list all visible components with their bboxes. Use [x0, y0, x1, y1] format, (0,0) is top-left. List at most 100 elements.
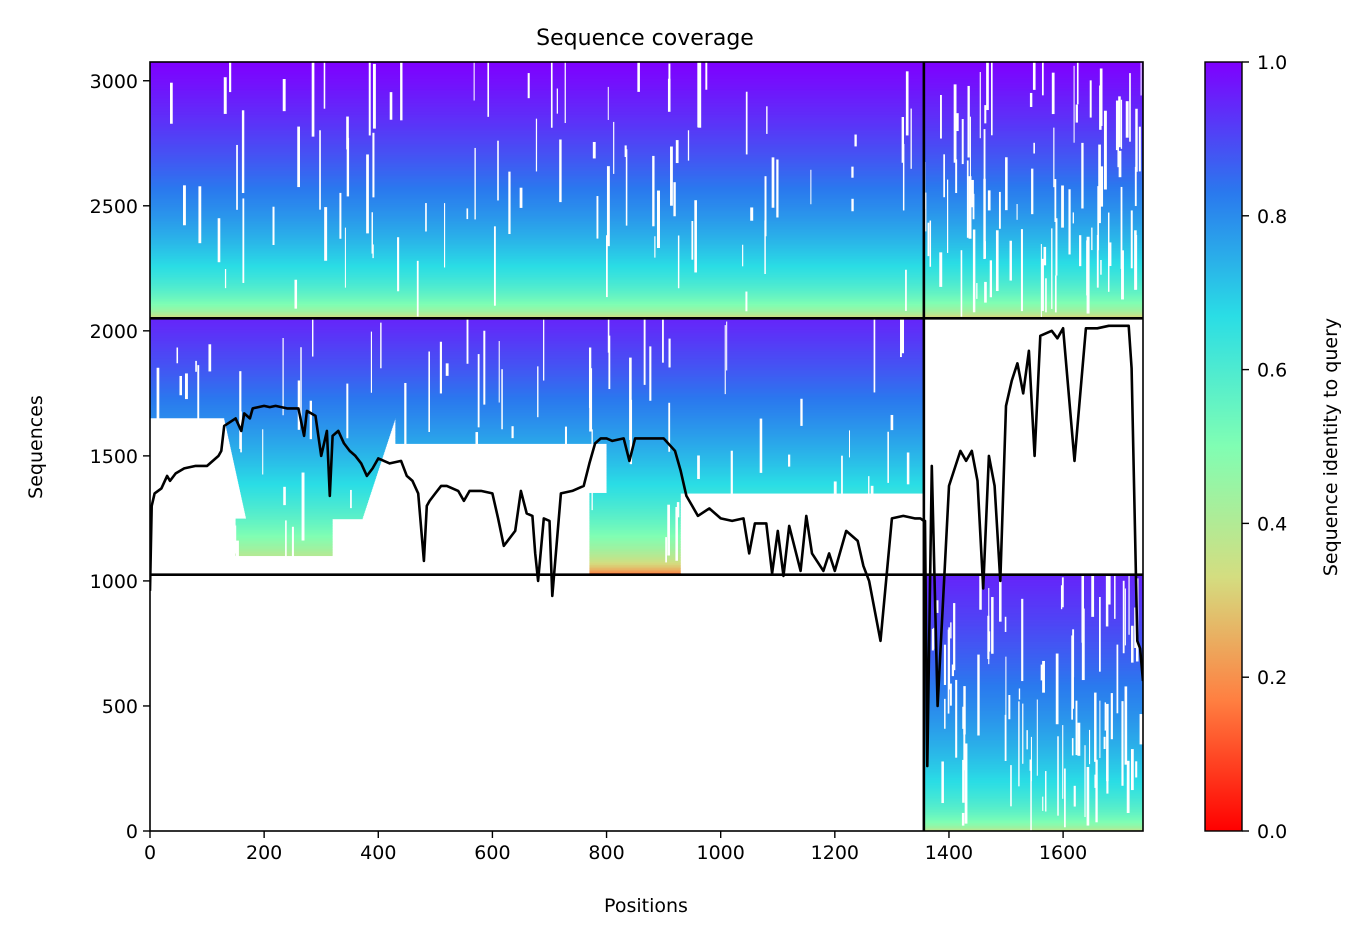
heatmap-row — [923, 742, 1143, 746]
gap-streak — [1089, 80, 1092, 118]
heatmap-row — [923, 294, 1143, 297]
x-axis-label: Positions — [604, 895, 688, 917]
heatmap-row — [235, 545, 333, 549]
gap-streak — [999, 574, 1002, 622]
heatmap-row — [150, 252, 924, 255]
heatmap-row — [150, 337, 924, 340]
heatmap-row — [923, 779, 1143, 782]
gap-streak — [559, 139, 562, 203]
heatmap-row — [234, 465, 380, 468]
heatmap-row — [923, 243, 1143, 246]
gap-streak — [176, 347, 179, 364]
heatmap-row — [923, 826, 1143, 829]
heatmap-row — [150, 196, 924, 199]
heatmap-row — [606, 488, 924, 491]
heatmap-row — [923, 657, 1143, 661]
gap-streak — [1018, 688, 1021, 700]
heatmap-row — [150, 331, 924, 334]
gap-streak — [1043, 246, 1047, 266]
gap-streak — [170, 82, 173, 124]
heatmap-row — [923, 223, 1143, 227]
heatmap-row — [923, 768, 1143, 771]
gap-streak — [987, 190, 991, 211]
heatmap-row — [923, 238, 1143, 241]
heatmap-row — [150, 416, 924, 419]
gap-streak — [372, 63, 376, 129]
gap-streak — [501, 369, 503, 430]
gap-streak — [687, 130, 690, 161]
heatmap-row — [923, 140, 1143, 143]
heatmap-row — [150, 87, 924, 90]
heatmap-row — [589, 523, 681, 526]
gap-streak — [943, 644, 947, 685]
gap-streak — [239, 371, 242, 449]
gap-streak — [955, 679, 958, 758]
heatmap-row — [150, 190, 924, 193]
heatmap-row — [923, 717, 1143, 720]
heatmap-row — [923, 190, 1143, 193]
heatmap-row — [150, 89, 924, 92]
heatmap-row — [150, 247, 924, 251]
gap-streak — [262, 429, 264, 475]
heatmap-row — [150, 393, 924, 396]
heatmap-row — [923, 212, 1143, 215]
gap-streak — [870, 485, 874, 499]
gap-streak — [1134, 230, 1137, 290]
gap-streak — [467, 491, 470, 532]
heatmap-row — [923, 108, 1143, 111]
heatmap-row — [923, 577, 1143, 581]
heatmap-row — [589, 545, 681, 549]
heatmap-row — [150, 235, 924, 238]
heatmap-row — [150, 339, 924, 342]
gap-streak — [1005, 656, 1007, 720]
gap-streak — [691, 221, 694, 260]
heatmap-row — [606, 448, 924, 451]
heatmap-row — [150, 207, 924, 210]
gap-streak — [589, 368, 593, 432]
heatmap-row — [923, 174, 1143, 177]
heatmap-row — [150, 287, 924, 291]
gap-streak — [984, 105, 987, 124]
heatmap-row — [606, 457, 924, 460]
heatmap-row — [150, 188, 924, 191]
heatmap-row — [150, 236, 924, 239]
heatmap-row — [150, 371, 924, 374]
gap-streak — [1126, 760, 1130, 813]
heatmap-row — [923, 177, 1143, 180]
heatmap-row — [237, 478, 376, 481]
heatmap-row — [923, 734, 1143, 738]
heatmap-row — [230, 444, 387, 448]
colorbar-tick-label: 0.6 — [1257, 360, 1287, 382]
gap-streak — [649, 346, 652, 401]
heatmap-row — [923, 678, 1143, 682]
gap-streak — [297, 126, 300, 188]
gap-streak — [950, 622, 952, 639]
gap-streak — [294, 279, 298, 309]
gap-streak — [1073, 65, 1075, 143]
heatmap-row — [150, 315, 924, 318]
gap-streak — [1097, 186, 1100, 251]
gap-streak — [1121, 250, 1124, 300]
heatmap-row — [923, 731, 1143, 734]
coverage-heatmap — [150, 62, 1143, 831]
heatmap-row — [923, 105, 1143, 108]
gap-streak — [905, 71, 909, 136]
heatmap-row — [232, 457, 383, 460]
heatmap-row — [923, 782, 1143, 786]
heatmap-row — [923, 90, 1143, 94]
heatmap-row — [395, 424, 924, 427]
heatmap-row — [395, 433, 924, 436]
heatmap-row — [923, 680, 1143, 683]
gap-streak — [694, 200, 697, 273]
heatmap-row — [606, 481, 924, 484]
heatmap-row — [923, 193, 1143, 196]
gap-streak — [766, 106, 768, 134]
heatmap-row — [923, 132, 1143, 135]
heatmap-row — [235, 537, 333, 541]
gap-streak — [242, 198, 245, 283]
heatmap-row — [150, 204, 924, 207]
gap-streak — [400, 62, 403, 121]
gap-streak — [397, 237, 400, 292]
heatmap-row — [150, 361, 924, 364]
heatmap-row — [150, 308, 924, 311]
